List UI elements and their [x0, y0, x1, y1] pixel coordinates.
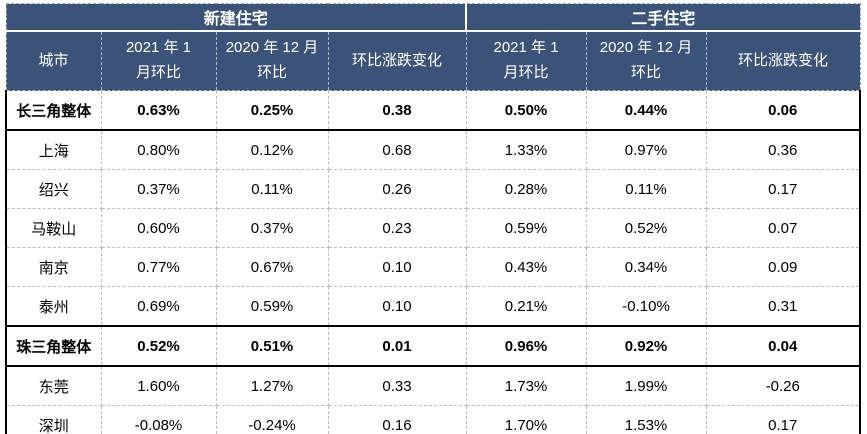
- table-subheader-row: 城市 2021 年 1 月环比 2020 年 12 月 环比 环比涨跌变化 20…: [5, 31, 861, 91]
- cell-value: 1.99%: [585, 365, 707, 406]
- cell-value: 0.25%: [215, 90, 329, 131]
- table-row-nanjing: 南京 0.77% 0.67% 0.10 0.43% 0.34% 0.09: [5, 247, 862, 287]
- table-row-yangtze-delta-overall: 长三角整体 0.63% 0.25% 0.38 0.50% 0.44% 0.06: [5, 90, 862, 131]
- table-row-shanghai: 上海 0.80% 0.12% 0.68 1.33% 0.97% 0.36: [5, 129, 862, 170]
- table-row-shenzhen: 深圳 -0.08% -0.24% 0.16 1.70% 1.53% 0.17: [5, 405, 862, 434]
- cell-value: 0.60%: [100, 208, 217, 248]
- cell-city: 深圳: [5, 405, 102, 434]
- cell-value: 0.38: [327, 90, 467, 131]
- cell-value: 0.69%: [100, 286, 217, 327]
- cell-value: 0.10: [327, 286, 467, 327]
- cell-value: -0.26: [705, 365, 862, 406]
- cell-value: 0.37%: [215, 208, 329, 248]
- cell-value: 0.67%: [215, 247, 329, 287]
- cell-value: -0.24%: [215, 405, 329, 434]
- cell-value: 0.96%: [465, 325, 587, 367]
- cell-value: 0.07: [705, 208, 862, 248]
- cell-value: 0.51%: [215, 325, 329, 367]
- cell-value: 0.26: [327, 169, 467, 209]
- column-header-old-mom-change: 环比涨跌变化: [705, 31, 861, 91]
- cell-value: 0.52%: [585, 208, 707, 248]
- cell-value: 0.68: [327, 129, 467, 170]
- cell-city: 上海: [5, 129, 102, 170]
- cell-value: 1.60%: [100, 365, 217, 406]
- table-row-maanshan: 马鞍山 0.60% 0.37% 0.23 0.59% 0.52% 0.07: [5, 208, 862, 248]
- column-header-new-mom-change: 环比涨跌变化: [327, 31, 467, 91]
- cell-value: 0.31: [705, 286, 862, 327]
- cell-value: 0.17: [705, 169, 862, 209]
- cell-value: 0.16: [327, 405, 467, 434]
- cell-value: 0.44%: [585, 90, 707, 131]
- cell-value: 0.06: [705, 90, 862, 131]
- cell-value: 0.80%: [100, 129, 217, 170]
- cell-value: 0.28%: [465, 169, 587, 209]
- cell-value: 0.52%: [100, 325, 217, 367]
- cell-value: 0.10: [327, 247, 467, 287]
- cell-value: 0.92%: [585, 325, 707, 367]
- column-header-old-jan2021-mom: 2021 年 1 月环比: [465, 31, 587, 91]
- group-header-secondhand-homes: 二手住宅: [466, 3, 861, 32]
- cell-city: 长三角整体: [5, 90, 102, 131]
- cell-value: 0.37%: [100, 169, 217, 209]
- cell-value: 0.77%: [100, 247, 217, 287]
- group-header-new-homes: 新建住宅: [5, 3, 468, 32]
- cell-value: 1.70%: [465, 405, 587, 434]
- column-header-new-jan2021-mom: 2021 年 1 月环比: [100, 31, 216, 91]
- cell-value: 0.11%: [585, 169, 707, 209]
- cell-value: 0.21%: [465, 286, 587, 327]
- cell-value: -0.08%: [100, 405, 217, 434]
- table-group-header-row: 新建住宅 二手住宅: [5, 3, 861, 32]
- cell-city: 南京: [5, 247, 102, 287]
- cell-value: 0.50%: [465, 90, 587, 131]
- cell-value: 0.59%: [465, 208, 587, 248]
- cell-value: 0.01: [327, 325, 467, 367]
- column-header-old-dec2020-mom: 2020 年 12 月 环比: [585, 31, 707, 91]
- cell-value: 0.23: [327, 208, 467, 248]
- cell-value: 1.53%: [585, 405, 707, 434]
- table-row-dongguan: 东莞 1.60% 1.27% 0.33 1.73% 1.99% -0.26: [5, 365, 862, 406]
- cell-value: 0.34%: [585, 247, 707, 287]
- table-row-shaoxing: 绍兴 0.37% 0.11% 0.26 0.28% 0.11% 0.17: [5, 169, 862, 209]
- table-row-pearl-delta-overall: 珠三角整体 0.52% 0.51% 0.01 0.96% 0.92% 0.04: [5, 325, 862, 367]
- cell-city: 绍兴: [5, 169, 102, 209]
- cell-city: 泰州: [5, 286, 102, 327]
- cell-value: 1.73%: [465, 365, 587, 406]
- table-row-taizhou: 泰州 0.69% 0.59% 0.10 0.21% -0.10% 0.31: [5, 286, 862, 327]
- cell-value: 0.17: [705, 405, 862, 434]
- cell-value: 0.09: [705, 247, 862, 287]
- cell-value: 0.12%: [215, 129, 329, 170]
- cell-value: 0.59%: [215, 286, 329, 327]
- cell-city: 珠三角整体: [5, 325, 102, 367]
- cell-value: 0.33: [327, 365, 467, 406]
- cell-city: 马鞍山: [5, 208, 102, 248]
- cell-value: 0.36: [705, 129, 862, 170]
- cell-value: 1.27%: [215, 365, 329, 406]
- cell-value: 1.33%: [465, 129, 587, 170]
- cell-value: 0.04: [705, 325, 862, 367]
- cell-value: 0.11%: [215, 169, 329, 209]
- column-header-city: 城市: [5, 31, 101, 91]
- cell-value: 0.63%: [100, 90, 217, 131]
- column-header-new-dec2020-mom: 2020 年 12 月 环比: [215, 31, 328, 91]
- cell-value: -0.10%: [585, 286, 707, 327]
- cell-city: 东莞: [5, 365, 102, 406]
- cell-value: 0.97%: [585, 129, 707, 170]
- housing-price-table: 新建住宅 二手住宅 城市 2021 年 1 月环比 2020 年 12 月 环比…: [5, 3, 862, 434]
- cell-value: 0.43%: [465, 247, 587, 287]
